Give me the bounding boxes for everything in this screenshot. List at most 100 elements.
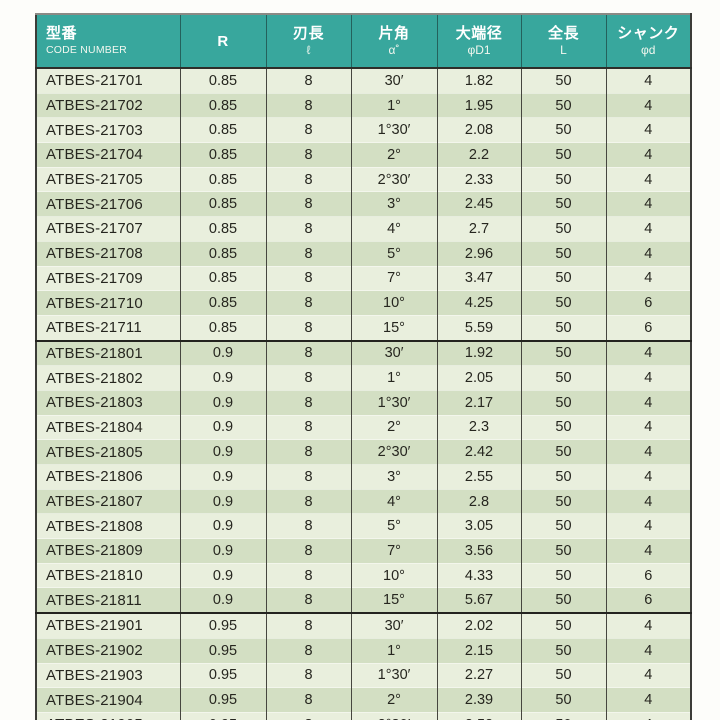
cell-radius: 0.85: [179, 216, 266, 242]
cell-large-end-dia: 2.7: [436, 216, 521, 242]
table-header: 型番 CODE NUMBER R 刃長 ℓ 片角 α˚ 大端径 φD1: [36, 14, 691, 69]
cell-overall-length: 50: [520, 142, 606, 168]
header-sublabel-shank: φd: [641, 43, 656, 57]
cell-half-angle: 1°30′: [350, 390, 437, 416]
cell-radius: 0.85: [179, 142, 266, 168]
cell-overall-length: 50: [520, 340, 606, 366]
header-sublabel-large-end-dia: φD1: [467, 43, 491, 57]
cell-shank: 4: [605, 613, 691, 639]
cell-blade-length: 8: [265, 563, 351, 588]
cell-overall-length: 50: [520, 241, 606, 266]
cell-radius: 0.85: [179, 315, 266, 341]
table-row: ATBES-21804 0.9 8 2° 2.3 50 4: [36, 415, 691, 440]
table-row: ATBES-21806 0.9 8 3° 2.55 50 4: [36, 464, 691, 490]
header-label-large-end-dia: 大端径: [455, 25, 503, 42]
header-label-half-angle: 片角: [378, 25, 410, 42]
cell-overall-length: 50: [520, 663, 606, 688]
header-sublabel-blade-length: ℓ: [306, 43, 311, 57]
cell-code-number: ATBES-21706: [36, 191, 180, 217]
cell-blade-length: 8: [265, 439, 351, 465]
table-row: ATBES-21902 0.95 8 1° 2.15 50 4: [36, 638, 691, 663]
header-label-shank: シャンク: [617, 25, 680, 42]
cell-overall-length: 50: [520, 513, 606, 539]
cell-half-angle: 15°: [350, 315, 437, 341]
cell-code-number: ATBES-21710: [36, 290, 180, 316]
cell-large-end-dia: 2.33: [436, 167, 521, 192]
table-row: ATBES-21802 0.9 8 1° 2.05 50 4: [36, 365, 691, 391]
cell-half-angle: 2°30′: [350, 439, 437, 465]
table-row: ATBES-21811 0.9 8 15° 5.67 50 6: [36, 587, 691, 614]
cell-large-end-dia: 2.05: [436, 365, 521, 391]
cell-half-angle: 1°30′: [350, 663, 437, 688]
cell-code-number: ATBES-21707: [36, 216, 180, 242]
table-row: ATBES-21807 0.9 8 4° 2.8 50 4: [36, 489, 691, 514]
cell-half-angle: 30′: [350, 340, 437, 366]
cell-code-number: ATBES-21902: [36, 638, 180, 663]
cell-radius: 0.95: [179, 638, 266, 663]
cell-shank: 4: [605, 191, 691, 217]
table-row: ATBES-21709 0.85 8 7° 3.47 50 4: [36, 266, 691, 291]
cell-shank: 4: [605, 638, 691, 663]
header-sublabel-code-number: CODE NUMBER: [46, 44, 127, 56]
cell-radius: 0.95: [179, 712, 266, 720]
cell-large-end-dia: 1.95: [436, 93, 521, 118]
cell-overall-length: 50: [520, 638, 606, 663]
cell-blade-length: 8: [265, 712, 351, 720]
cell-radius: 0.85: [179, 266, 266, 291]
cell-shank: 6: [605, 290, 691, 316]
cell-large-end-dia: 2.52: [436, 712, 521, 720]
cell-blade-length: 8: [265, 266, 351, 291]
column-header-half-angle: 片角 α˚: [350, 14, 437, 69]
column-header-blade-length: 刃長 ℓ: [265, 14, 351, 69]
cell-radius: 0.9: [179, 464, 266, 490]
cell-code-number: ATBES-21904: [36, 687, 180, 713]
cell-large-end-dia: 2.17: [436, 390, 521, 416]
table-row: ATBES-21703 0.85 8 1°30′ 2.08 50 4: [36, 117, 691, 143]
cell-overall-length: 50: [520, 365, 606, 391]
cell-large-end-dia: 1.82: [436, 68, 521, 94]
cell-half-angle: 2°: [350, 415, 437, 440]
cell-blade-length: 8: [265, 415, 351, 440]
cell-radius: 0.85: [179, 290, 266, 316]
cell-code-number: ATBES-21809: [36, 538, 180, 564]
cell-code-number: ATBES-21807: [36, 489, 180, 514]
cell-half-angle: 2°: [350, 142, 437, 168]
cell-shank: 4: [605, 464, 691, 490]
cell-code-number: ATBES-21804: [36, 415, 180, 440]
cell-large-end-dia: 2.15: [436, 638, 521, 663]
table-row: ATBES-21801 0.9 8 30′ 1.92 50 4: [36, 340, 691, 366]
table-row: ATBES-21707 0.85 8 4° 2.7 50 4: [36, 216, 691, 242]
table-body: ATBES-21701 0.85 8 30′ 1.82 50 4 ATBES-21702 0.8…: [36, 68, 691, 720]
header-label-code-number: 型番: [46, 25, 78, 42]
cell-blade-length: 8: [265, 513, 351, 539]
cell-overall-length: 50: [520, 315, 606, 341]
cell-overall-length: 50: [520, 712, 606, 720]
cell-blade-length: 8: [265, 142, 351, 168]
table-row: ATBES-21803 0.9 8 1°30′ 2.17 50 4: [36, 390, 691, 416]
cell-radius: 0.9: [179, 390, 266, 416]
table-row: ATBES-21704 0.85 8 2° 2.2 50 4: [36, 142, 691, 168]
cell-blade-length: 8: [265, 663, 351, 688]
header-sublabel-half-angle: α˚: [388, 43, 400, 57]
cell-overall-length: 50: [520, 489, 606, 514]
cell-overall-length: 50: [520, 390, 606, 416]
cell-half-angle: 1°30′: [350, 117, 437, 143]
spec-table: 型番 CODE NUMBER R 刃長 ℓ 片角 α˚ 大端径 φD1: [35, 13, 692, 720]
cell-half-angle: 1°: [350, 638, 437, 663]
cell-shank: 4: [605, 513, 691, 539]
header-sublabel-overall-length: L: [560, 43, 567, 57]
cell-shank: 4: [605, 117, 691, 143]
cell-blade-length: 8: [265, 216, 351, 242]
cell-overall-length: 50: [520, 68, 606, 94]
cell-shank: 4: [605, 266, 691, 291]
cell-radius: 0.9: [179, 563, 266, 588]
cell-large-end-dia: 4.33: [436, 563, 521, 588]
cell-overall-length: 50: [520, 439, 606, 465]
cell-radius: 0.85: [179, 68, 266, 94]
cell-half-angle: 30′: [350, 68, 437, 94]
column-header-large-end-dia: 大端径 φD1: [436, 14, 521, 69]
cell-radius: 0.95: [179, 663, 266, 688]
cell-blade-length: 8: [265, 191, 351, 217]
cell-blade-length: 8: [265, 241, 351, 266]
cell-shank: 4: [605, 712, 691, 720]
